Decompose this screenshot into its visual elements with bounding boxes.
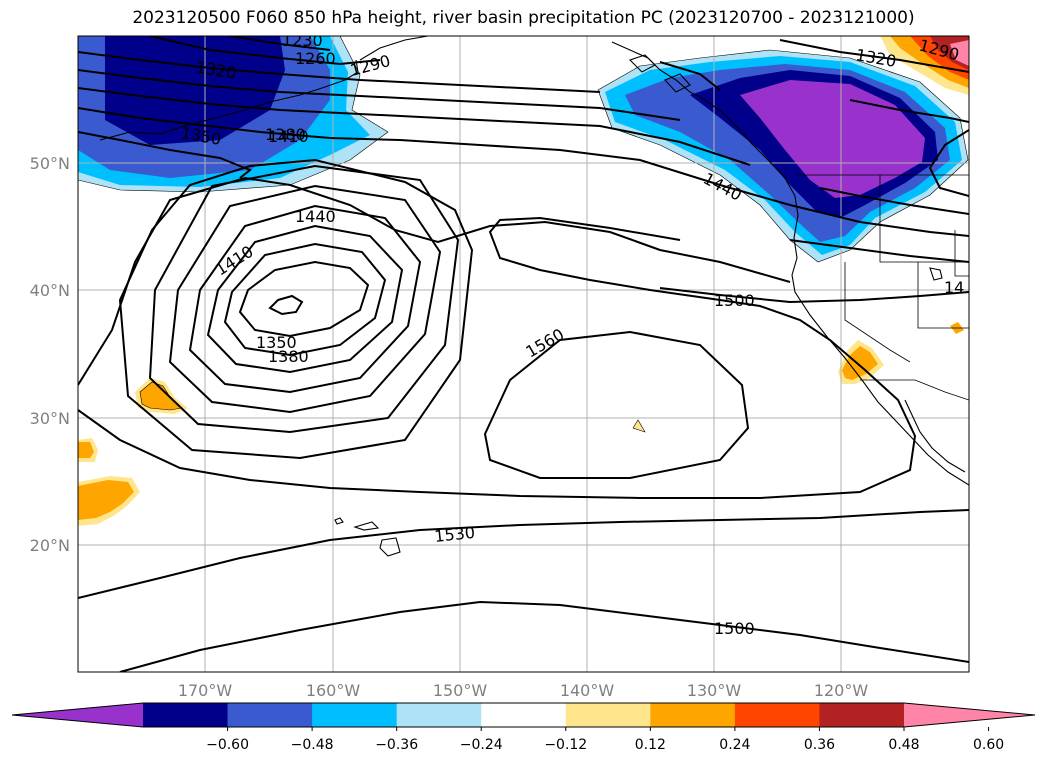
colorbar-tick-label: −0.60 xyxy=(206,737,249,753)
lat-tick-label: 40°N xyxy=(30,281,70,300)
colorbar-tick-label: −0.24 xyxy=(460,737,503,753)
colorbar-segment xyxy=(650,703,736,727)
contour-label: 1380 xyxy=(265,125,306,144)
lon-tick-label: 150°W xyxy=(433,681,488,700)
contour-label: 1380 xyxy=(268,347,309,366)
colorbar: −0.60 −0.48 −0.36 −0.24 −0.12 0.12 0.24 0.36 0.4… xyxy=(11,702,1036,753)
negative-anomaly-northeast xyxy=(597,49,969,263)
contour-label: 1500 xyxy=(714,619,755,638)
colorbar-tick-label: 0.12 xyxy=(635,737,666,753)
lon-tick-label: 160°W xyxy=(306,681,361,700)
colorbar-segment xyxy=(481,703,567,727)
colorbar-outline xyxy=(11,702,1036,728)
colorbar-tick-label: −0.36 xyxy=(375,737,418,753)
contour-label: 1500 xyxy=(714,291,755,310)
colorbar-tick-label: −0.48 xyxy=(291,737,334,753)
lat-tick-label: 30°N xyxy=(30,409,70,428)
colorbar-extend-low xyxy=(12,703,143,727)
height-contours xyxy=(78,36,969,672)
colorbar-segment xyxy=(734,703,820,727)
colorbar-segment xyxy=(396,703,482,727)
colorbar-segment xyxy=(227,703,313,727)
contour-label: 1440 xyxy=(295,207,336,226)
colorbar-extend-high xyxy=(904,703,1035,727)
contour-label: 1260 xyxy=(295,49,336,68)
contour-label: 1350 xyxy=(256,333,297,352)
lat-tick-label: 20°N xyxy=(30,536,70,555)
colorbar-tick-label: 0.48 xyxy=(888,737,919,753)
colorbar-tick-label: 0.60 xyxy=(973,737,1004,753)
colorbar-segment xyxy=(143,703,229,727)
lon-tick-label: 140°W xyxy=(560,681,615,700)
map-area: 1230 1260 1290 1320 1350 1380 1410 1440 … xyxy=(78,31,969,672)
map-title: 2023120500 F060 850 hPa height, river ba… xyxy=(132,8,915,28)
colorbar-tick-label: 0.36 xyxy=(804,737,835,753)
longitude-tick-labels: 170°W 160°W 150°W 140°W 130°W 120°W xyxy=(178,681,869,700)
colorbar-segment xyxy=(312,703,398,727)
lon-tick-label: 170°W xyxy=(178,681,233,700)
contour-label: 14 xyxy=(944,278,964,297)
lat-tick-label: 50°N xyxy=(30,154,70,173)
colorbar-segment xyxy=(819,703,905,727)
positive-anomaly-patches xyxy=(78,36,969,526)
contour-label: 1230 xyxy=(282,31,323,50)
contour-label: 1410 xyxy=(268,127,309,146)
colorbar-tick-label: 0.24 xyxy=(719,737,750,753)
contour-label: 1530 xyxy=(433,523,475,546)
map-frame xyxy=(77,35,970,673)
colorbar-tick-label: −0.12 xyxy=(544,737,587,753)
political-borders xyxy=(798,174,969,401)
lon-tick-label: 130°W xyxy=(687,681,742,700)
negative-anomaly-northwest xyxy=(78,36,389,193)
latitude-tick-labels: 50°N 40°N 30°N 20°N xyxy=(30,154,70,555)
colorbar-segment xyxy=(565,703,651,727)
lon-tick-label: 120°W xyxy=(814,681,869,700)
